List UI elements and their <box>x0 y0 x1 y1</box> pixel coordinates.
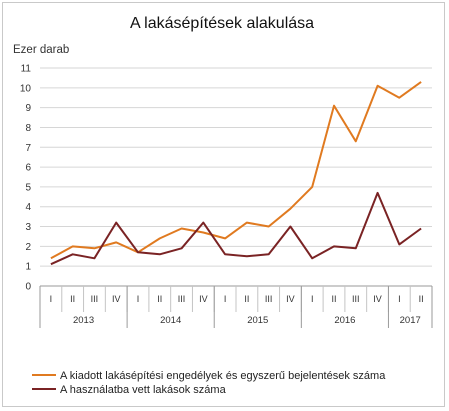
x-tick-label: II <box>157 294 162 304</box>
series-line-1 <box>50 81 422 260</box>
x-tick-label: I <box>50 294 53 304</box>
y-tick-label: 8 <box>25 123 31 134</box>
y-tick-label: 10 <box>20 83 32 94</box>
x-tick-label: I <box>311 294 314 304</box>
year-label: 2013 <box>73 315 94 326</box>
year-label: 2016 <box>334 315 355 326</box>
x-tick-label: I <box>398 294 401 304</box>
x-tick-label: II <box>244 294 249 304</box>
y-tick-label: 6 <box>25 163 31 174</box>
gridlines <box>40 67 432 287</box>
y-tick-label: 11 <box>21 64 32 75</box>
x-tick-label: III <box>352 294 360 304</box>
chart-title: A lakásépítések alakulása <box>130 15 314 32</box>
y-axis-label: Ezer darab <box>13 44 69 56</box>
x-tick-label: I <box>224 294 227 304</box>
x-tick-label: II <box>70 294 75 304</box>
y-tick-label: 1 <box>25 262 31 273</box>
x-tick-label: III <box>91 294 99 304</box>
legend: A kiadott lakásépítési engedélyek és egy… <box>32 370 386 396</box>
line-chart: A lakásépítések alakulása Ezer darab 0 1 2… <box>13 15 433 396</box>
year-label: 2015 <box>247 315 268 326</box>
y-axis-ticks: 0 1 2 3 4 5 6 7 8 9 10 11 <box>20 64 32 293</box>
x-tick-label: IV <box>286 294 295 304</box>
y-tick-label: 2 <box>25 242 31 253</box>
x-tick-label: IV <box>199 294 208 304</box>
x-tick-label: II <box>419 294 424 304</box>
x-tick-label: II <box>331 294 336 304</box>
legend-label-1: A kiadott lakásépítési engedélyek és egy… <box>60 370 386 382</box>
y-tick-label: 3 <box>25 222 31 233</box>
x-tick-label: III <box>178 294 186 304</box>
y-tick-label: 9 <box>25 103 31 114</box>
legend-label-2: A használatba vett lakások száma <box>60 384 227 396</box>
x-tick-label: IV <box>112 294 121 304</box>
year-label: 2017 <box>400 315 421 326</box>
y-tick-label: 4 <box>25 202 31 213</box>
y-tick-label: 5 <box>25 182 31 193</box>
y-tick-label: 7 <box>25 143 31 154</box>
series-lines <box>50 81 422 266</box>
y-tick-label: 0 <box>25 282 31 293</box>
year-label: 2014 <box>160 315 181 326</box>
series-line-2 <box>50 191 422 266</box>
x-tick-label: III <box>265 294 273 304</box>
x-tick-label: IV <box>373 294 382 304</box>
x-tick-label: I <box>137 294 140 304</box>
chart-frame: A lakásépítések alakulása Ezer darab 0 1 2… <box>2 2 445 407</box>
